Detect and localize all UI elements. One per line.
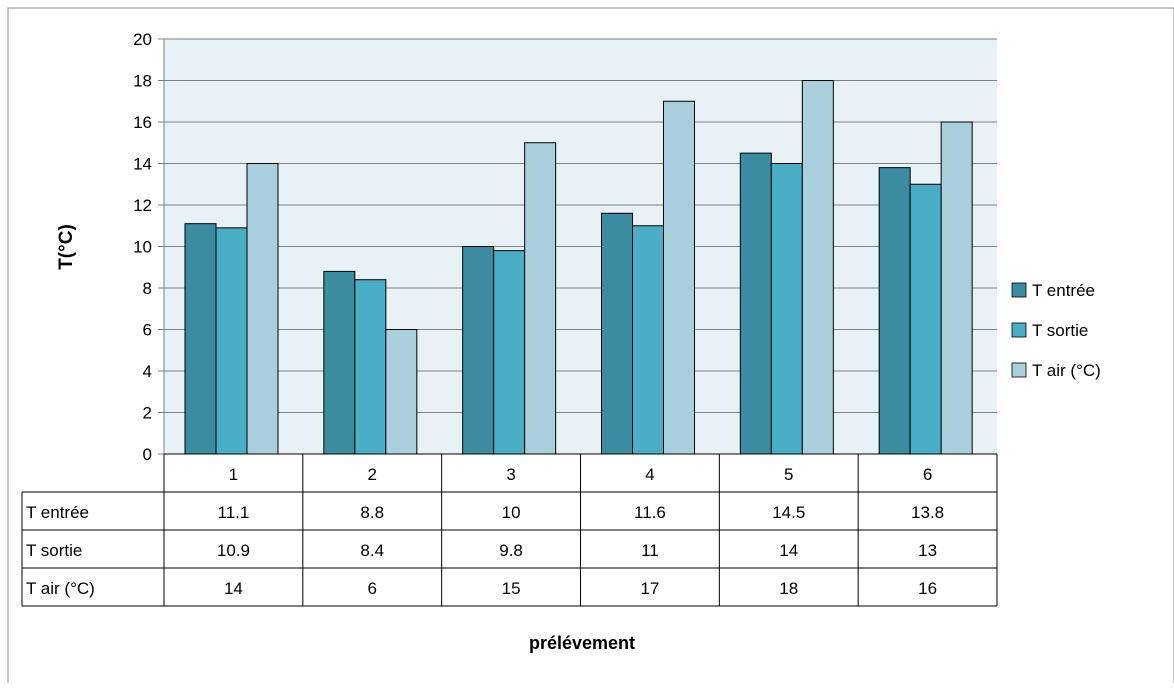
bar xyxy=(770,163,803,455)
y-tick-label: 6 xyxy=(143,321,152,340)
table-cell: 11.6 xyxy=(634,503,666,522)
legend-label: T sortie xyxy=(1032,321,1088,340)
bar xyxy=(385,329,418,455)
y-tick-label: 8 xyxy=(143,279,152,298)
y-tick-label: 2 xyxy=(143,404,152,423)
y-tick-label: 12 xyxy=(133,196,152,215)
y-tick-label: 20 xyxy=(133,30,152,49)
table-cell: 8.4 xyxy=(360,541,384,560)
bar xyxy=(462,246,495,455)
bar xyxy=(878,167,911,455)
x-tick-label: 4 xyxy=(645,465,654,484)
y-axis-label: T(°C) xyxy=(56,224,77,270)
data-table: 1 2 3 4 5 6 T entrée 11.1 8.8 10 11.6 14.5 13.8 T sor… xyxy=(21,453,998,607)
table-cell: 10 xyxy=(502,503,521,522)
x-tick-label: 3 xyxy=(506,465,515,484)
bar xyxy=(909,183,942,455)
table-cell: 13.8 xyxy=(911,503,944,522)
table-cell: 11 xyxy=(641,541,659,560)
legend: T entrée T sortie T air (°C) xyxy=(1011,281,1101,380)
bar xyxy=(246,163,279,455)
gridlines xyxy=(158,38,997,455)
table-row-label: T entrée xyxy=(26,503,89,522)
table-cell: 14 xyxy=(224,579,243,598)
x-tick-label: 6 xyxy=(923,465,932,484)
bars xyxy=(184,80,973,455)
bar xyxy=(184,223,217,455)
table-cell: 14 xyxy=(779,541,798,560)
legend-label: T entrée xyxy=(1032,281,1095,300)
x-tick-label: 5 xyxy=(784,465,793,484)
y-tick-label: 4 xyxy=(143,362,152,381)
legend-swatch xyxy=(1011,362,1027,378)
table-cell: 15 xyxy=(502,579,521,598)
table-cell: 11.1 xyxy=(218,503,250,522)
table-cell: 8.8 xyxy=(360,503,384,522)
y-tick-label: 16 xyxy=(133,113,152,132)
table-cell: 17 xyxy=(640,579,659,598)
bar xyxy=(323,270,356,455)
bar xyxy=(739,152,772,455)
x-tick-label: 2 xyxy=(368,465,377,484)
legend-swatch xyxy=(1011,322,1027,338)
legend-label: T air (°C) xyxy=(1032,361,1101,380)
y-tick-labels: 0 2 4 6 8 10 12 14 16 18 20 xyxy=(133,30,152,464)
legend-swatch xyxy=(1011,282,1027,298)
bar xyxy=(524,142,557,455)
bar xyxy=(940,121,973,455)
table-cell: 9.8 xyxy=(499,541,523,560)
table-cell: 10.9 xyxy=(217,541,250,560)
y-tick-label: 0 xyxy=(143,445,152,464)
bar xyxy=(215,227,248,455)
bar xyxy=(354,279,387,455)
bar xyxy=(801,80,834,455)
y-tick-label: 10 xyxy=(133,238,152,257)
table-row-label: T air (°C) xyxy=(26,579,95,598)
bar xyxy=(663,100,695,455)
bar xyxy=(493,250,526,455)
bar xyxy=(601,212,633,455)
table-cell: 13 xyxy=(918,541,937,560)
bar xyxy=(632,225,664,455)
y-tick-label: 18 xyxy=(133,72,152,91)
table-cell: 18 xyxy=(779,579,798,598)
x-axis-label: prélévement xyxy=(529,633,635,653)
x-tick-label: 1 xyxy=(229,465,238,484)
table-cell: 14.5 xyxy=(772,503,805,522)
table-cell: 16 xyxy=(918,579,937,598)
table-row-label: T sortie xyxy=(26,541,82,560)
table-cell: 6 xyxy=(368,579,377,598)
y-tick-label: 14 xyxy=(133,155,152,174)
